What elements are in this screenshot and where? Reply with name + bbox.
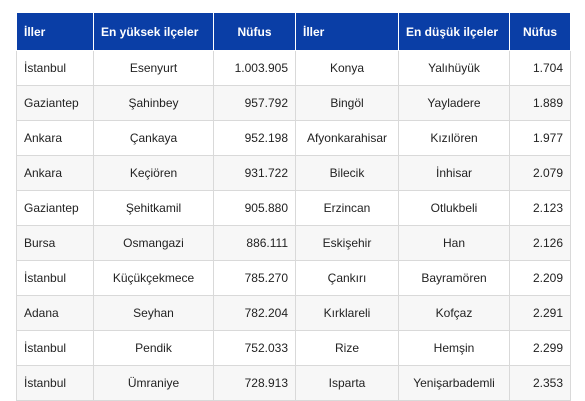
population-cell: 931.722 [213, 155, 296, 191]
population-cell: 1.003.905 [213, 50, 296, 86]
table-row: Gaziantep Şahinbey 957.792 Bingöl Yaylad… [16, 85, 571, 121]
table-row: İstanbul Ümraniye 728.913 Isparta Yenişa… [16, 365, 571, 401]
district-cell: Yenişarbademli [398, 365, 510, 401]
district-cell: Otlukbeli [398, 190, 510, 226]
district-cell: Osmangazi [93, 225, 214, 261]
population-cell: 785.270 [213, 260, 296, 296]
province-cell: Isparta [295, 365, 399, 401]
population-cell: 752.033 [213, 330, 296, 366]
province-cell: Rize [295, 330, 399, 366]
table-row: İstanbul Pendik 752.033 Rize Hemşin 2.29… [16, 330, 571, 366]
population-cell: 2.079 [509, 155, 571, 191]
table-row: Ankara Keçiören 931.722 Bilecik İnhisar … [16, 155, 571, 191]
district-cell: Yalıhüyük [398, 50, 510, 86]
province-cell: İstanbul [16, 50, 94, 86]
header-cell: İller [295, 12, 399, 51]
population-cell: 1.889 [509, 85, 571, 121]
province-cell: Kırklareli [295, 295, 399, 331]
district-cell: Şehitkamil [93, 190, 214, 226]
district-cell: Yayladere [398, 85, 510, 121]
province-cell: Bursa [16, 225, 94, 261]
population-cell: 1.704 [509, 50, 571, 86]
header-cell: Nüfus [213, 12, 296, 51]
district-cell: İnhisar [398, 155, 510, 191]
district-cell: Keçiören [93, 155, 214, 191]
district-cell: Ümraniye [93, 365, 214, 401]
table-row: Bursa Osmangazi 886.111 Eskişehir Han 2.… [16, 225, 571, 261]
population-cell: 2.126 [509, 225, 571, 261]
province-cell: Adana [16, 295, 94, 331]
province-cell: Konya [295, 50, 399, 86]
header-cell: Nüfus [509, 12, 571, 51]
district-cell: Seyhan [93, 295, 214, 331]
population-cell: 2.291 [509, 295, 571, 331]
table-row: İstanbul Esenyurt 1.003.905 Konya Yalıhü… [16, 50, 571, 86]
header-cell: İller [16, 12, 94, 51]
province-cell: Çankırı [295, 260, 399, 296]
table-row: Gaziantep Şehitkamil 905.880 Erzincan Ot… [16, 190, 571, 226]
header-cell: En yüksek ilçeler [93, 12, 214, 51]
population-cell: 2.123 [509, 190, 571, 226]
population-cell: 2.353 [509, 365, 571, 401]
district-cell: Şahinbey [93, 85, 214, 121]
table-row: İstanbul Küçükçekmece 785.270 Çankırı Ba… [16, 260, 571, 296]
header-cell: En düşük ilçeler [398, 12, 510, 51]
province-cell: Ankara [16, 155, 94, 191]
province-cell: Bilecik [295, 155, 399, 191]
province-cell: Gaziantep [16, 85, 94, 121]
province-cell: Afyonkarahisar [295, 120, 399, 156]
table-row: Adana Seyhan 782.204 Kırklareli Kofçaz 2… [16, 295, 571, 331]
population-cell: 2.209 [509, 260, 571, 296]
province-cell: İstanbul [16, 330, 94, 366]
population-table: İller En yüksek ilçeler Nüfus İller En d… [16, 12, 571, 401]
province-cell: İstanbul [16, 365, 94, 401]
population-cell: 905.880 [213, 190, 296, 226]
population-cell: 952.198 [213, 120, 296, 156]
population-cell: 2.299 [509, 330, 571, 366]
province-cell: Eskişehir [295, 225, 399, 261]
province-cell: Erzincan [295, 190, 399, 226]
district-cell: Kızılören [398, 120, 510, 156]
province-cell: İstanbul [16, 260, 94, 296]
province-cell: Bingöl [295, 85, 399, 121]
district-cell: Bayramören [398, 260, 510, 296]
district-cell: Pendik [93, 330, 214, 366]
population-cell: 782.204 [213, 295, 296, 331]
population-cell: 886.111 [213, 225, 296, 261]
population-cell: 1.977 [509, 120, 571, 156]
district-cell: Çankaya [93, 120, 214, 156]
population-cell: 957.792 [213, 85, 296, 121]
district-cell: Kofçaz [398, 295, 510, 331]
district-cell: Küçükçekmece [93, 260, 214, 296]
header-row: İller En yüksek ilçeler Nüfus İller En d… [16, 12, 571, 51]
district-cell: Esenyurt [93, 50, 214, 86]
population-cell: 728.913 [213, 365, 296, 401]
district-cell: Hemşin [398, 330, 510, 366]
province-cell: Gaziantep [16, 190, 94, 226]
table-row: Ankara Çankaya 952.198 Afyonkarahisar Kı… [16, 120, 571, 156]
district-cell: Han [398, 225, 510, 261]
province-cell: Ankara [16, 120, 94, 156]
